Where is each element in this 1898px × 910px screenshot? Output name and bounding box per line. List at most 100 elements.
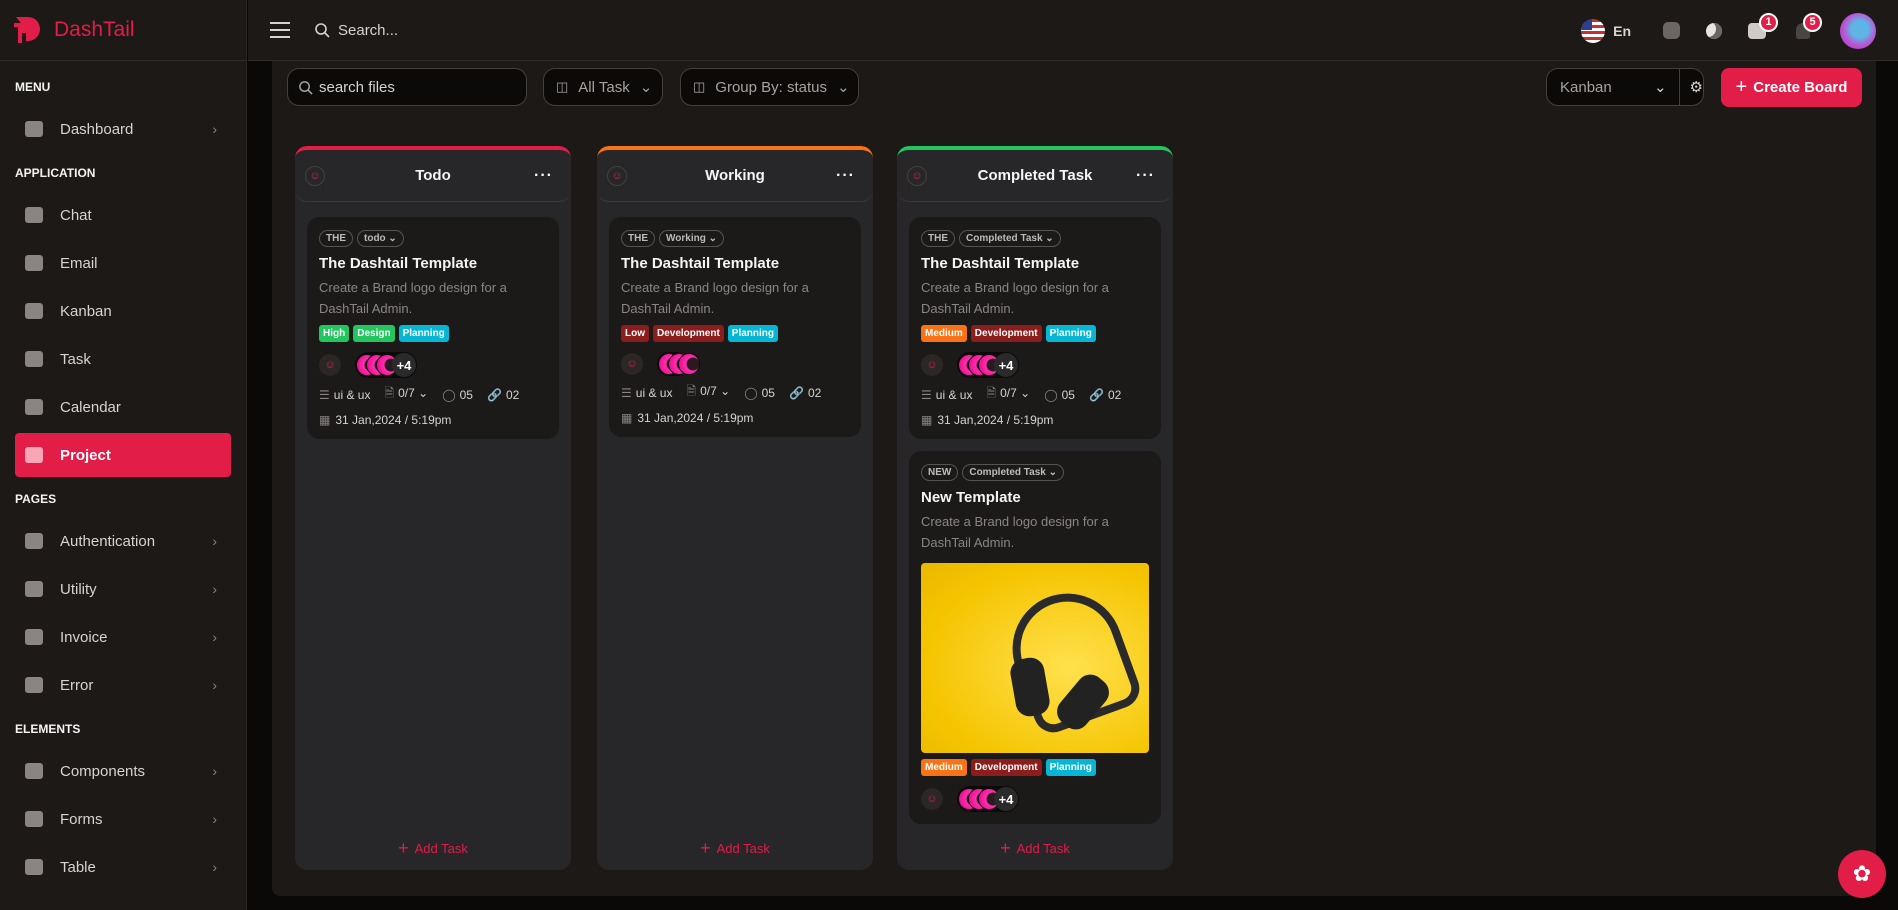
plus-icon: + (398, 837, 409, 858)
create-board-button[interactable]: + Create Board (1721, 68, 1862, 107)
category: ☰ ui & ux (921, 387, 973, 402)
assignee-avatars[interactable]: +4 (957, 786, 1019, 812)
theme-customizer-button[interactable]: ✿ (1838, 850, 1886, 898)
add-task-label: Add Task (1016, 840, 1070, 856)
chevron-right-icon: › (212, 533, 217, 549)
chat-icon (25, 207, 43, 223)
add-task-button[interactable]: + Add Task (295, 826, 571, 870)
assign-user-icon[interactable]: ☺ (319, 354, 341, 376)
notifications-bell-icon[interactable]: 5 (1796, 12, 1822, 39)
status-dropdown[interactable]: Completed Task ⌄ (962, 464, 1065, 481)
links-count: 🔗 02 (486, 387, 520, 402)
links-count: 🔗 02 (788, 385, 822, 400)
status-dropdown[interactable]: todo ⌄ (357, 230, 404, 247)
global-search[interactable]: Search... (314, 22, 398, 39)
task-card[interactable]: THE Working ⌄ The Dashtail Template Creat… (609, 217, 861, 437)
assign-user-icon[interactable]: ☺ (607, 165, 627, 186)
comment-icon: ◯ (442, 387, 456, 402)
brand-logo[interactable]: DashTail (0, 0, 246, 61)
menu-toggle-icon[interactable] (270, 22, 290, 38)
subtasks-dropdown[interactable]: 🗎 0/7 ⌄ (384, 386, 429, 400)
more-options-icon[interactable]: ··· (534, 166, 553, 184)
task-card[interactable]: NEW Completed Task ⌄ New Template Create … (909, 451, 1161, 824)
sidebar-item-kanban[interactable]: Kanban (15, 289, 231, 333)
sidebar-item-project[interactable]: Project (15, 433, 231, 477)
assign-user-icon[interactable]: ☺ (921, 788, 943, 810)
status-label: todo (364, 233, 386, 244)
more-options-icon[interactable]: ··· (1136, 166, 1155, 184)
dashtail-logo-icon (14, 17, 40, 43)
task-card[interactable]: THE Completed Task ⌄ The Dashtail Templat… (909, 217, 1161, 439)
sidebar-item-label: Chat (60, 206, 92, 224)
sidebar-item-forms[interactable]: Forms › (15, 797, 231, 841)
user-avatar[interactable] (1840, 12, 1876, 49)
board-settings-gear-icon[interactable]: ⚙ (1678, 69, 1703, 105)
status-dropdown[interactable]: Completed Task ⌄ (959, 230, 1061, 247)
due-date: ▦ 31 Jan,2024 / 5:19pm (319, 413, 452, 427)
sidebar-item-invoice[interactable]: Invoice › (15, 615, 231, 659)
sidebar-item-components[interactable]: Components › (15, 749, 231, 793)
add-task-button[interactable]: + Add Task (897, 826, 1173, 870)
view-select[interactable]: Kanban ⌄ ⚙ (1546, 68, 1704, 106)
task-card[interactable]: THE todo ⌄ The Dashtail Template Create a… (307, 217, 559, 439)
sidebar-item-error[interactable]: Error › (15, 663, 231, 707)
more-options-icon[interactable]: ··· (836, 166, 855, 184)
sidebar-item-label: Email (60, 254, 98, 272)
links-count: 🔗 02 (1088, 387, 1122, 402)
chevron-right-icon: › (212, 629, 217, 645)
column-header: ☺ Working ··· (597, 146, 873, 202)
card-image-headphones (921, 563, 1149, 753)
assignee-avatars[interactable]: +4 (957, 352, 1019, 378)
sidebar-item-chat[interactable]: Chat (15, 193, 231, 237)
assignee-avatars[interactable] (657, 352, 700, 376)
more-assignees-count: +4 (994, 787, 1018, 811)
project-code-badge: NEW (921, 464, 959, 481)
chevron-right-icon: › (212, 859, 217, 875)
subtasks-dropdown[interactable]: 🗎 0/7 ⌄ (686, 384, 731, 398)
subtasks-dropdown[interactable]: 🗎 0/7 ⌄ (986, 386, 1031, 400)
sidebar-item-authentication[interactable]: Authentication › (15, 519, 231, 563)
search-files-input[interactable]: search files (287, 68, 527, 106)
create-board-label: Create Board (1753, 79, 1848, 96)
assign-user-icon[interactable]: ☺ (921, 354, 943, 376)
sidebar-item-label: Components (60, 762, 146, 780)
sidebar-item-email[interactable]: Email (15, 241, 231, 285)
chevron-right-icon: › (212, 763, 217, 779)
sidebar: DashTail MENU Dashboard › APPLICATION Chat Em… (0, 0, 247, 910)
sidebar-item-calendar[interactable]: Calendar (15, 385, 231, 429)
group-by-dropdown[interactable]: ◫ Group By: status ⌄ (680, 68, 859, 106)
kanban-column: ☺ Todo ··· THE todo ⌄ The Dashtail Templa… (295, 146, 571, 870)
chevron-down-icon: ⌄ (837, 79, 850, 96)
language-selector[interactable]: En (1581, 18, 1631, 43)
sidebar-item-utility[interactable]: Utility › (15, 567, 231, 611)
fullscreen-icon[interactable] (1663, 22, 1680, 39)
assign-user-icon[interactable]: ☺ (621, 353, 643, 375)
card-tag: Medium (921, 759, 967, 776)
avatar (678, 353, 700, 375)
sidebar-item-dashboard[interactable]: Dashboard › (15, 107, 231, 151)
status-dropdown[interactable]: Working ⌄ (659, 230, 724, 247)
sidebar-item-table[interactable]: Table › (15, 845, 231, 889)
project-code-badge: THE (319, 230, 353, 247)
status-label: Completed Task (966, 233, 1043, 244)
error-icon (25, 677, 43, 693)
sidebar-item-label: Project (60, 446, 111, 464)
card-tag: Development (970, 325, 1042, 342)
filter-icon: ◫ (556, 79, 569, 94)
assignee-avatars[interactable]: +4 (355, 352, 417, 378)
category: ☰ ui & ux (319, 387, 371, 402)
sidebar-item-label: Error (60, 676, 94, 694)
card-tag: Planning (398, 325, 449, 342)
task-filter-dropdown[interactable]: ◫ All Task ⌄ (543, 68, 663, 106)
assign-user-icon[interactable]: ☺ (305, 165, 325, 186)
column-header: ☺ Completed Task ··· (897, 146, 1173, 202)
sidebar-item-task[interactable]: Task (15, 337, 231, 381)
add-task-button[interactable]: + Add Task (597, 826, 873, 870)
assign-user-icon[interactable]: ☺ (907, 165, 927, 186)
view-select-value: Kanban (1560, 78, 1612, 96)
messages-icon[interactable]: 1 (1748, 12, 1778, 39)
sidebar-item-label: Kanban (60, 302, 112, 320)
card-description: Create a Brand logo design for a DashTai… (319, 280, 507, 316)
theme-toggle-moon-icon[interactable] (1706, 22, 1722, 39)
status-label: Completed Task (969, 467, 1046, 478)
